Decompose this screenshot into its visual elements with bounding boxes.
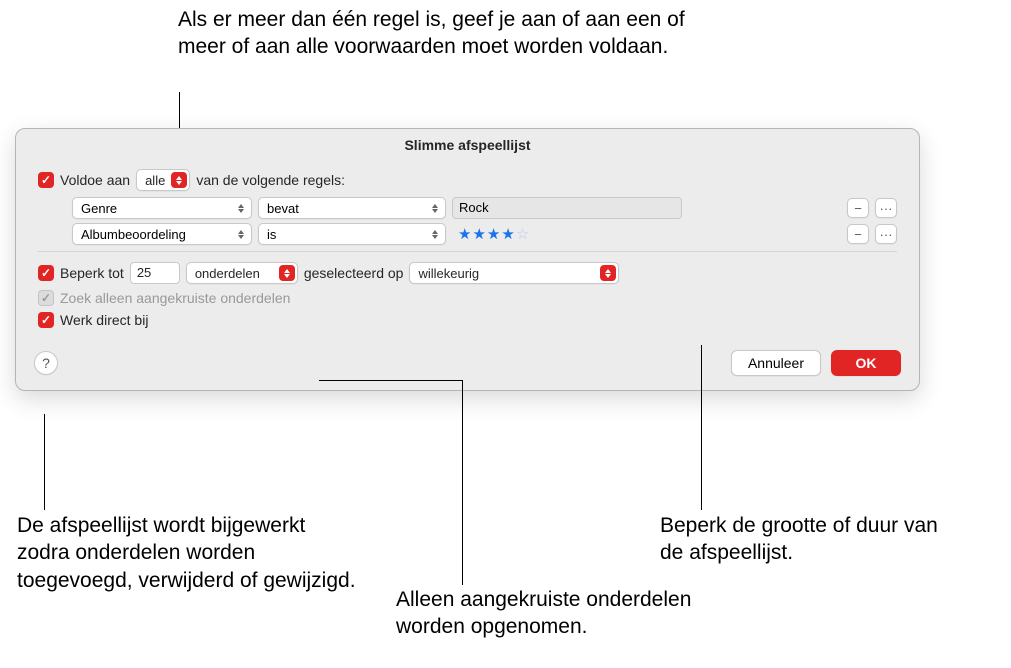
limit-label: Beperk tot xyxy=(60,265,124,281)
updown-icon xyxy=(600,265,616,281)
rule-row: Genre bevat Rock − ··· xyxy=(72,197,897,219)
callout-line-only-checked xyxy=(319,380,463,381)
dialog-footer: ? Annuleer OK xyxy=(16,344,919,390)
rule-operator-value: is xyxy=(267,227,276,242)
star-icon: ★ xyxy=(458,225,471,243)
rule-value-input[interactable]: Rock xyxy=(452,197,682,219)
updown-icon xyxy=(279,265,295,281)
match-checkbox[interactable] xyxy=(38,172,54,188)
dialog-title: Slimme afspeellijst xyxy=(16,129,919,165)
rule-field-popup[interactable]: Genre xyxy=(72,197,252,219)
only-checked-row: Zoek alleen aangekruiste onderdelen xyxy=(38,290,897,306)
annotation-only-checked: Alleen aangekruiste onderdelen worden op… xyxy=(396,586,756,641)
ok-button[interactable]: OK xyxy=(831,350,901,376)
limit-unit-value: onderdelen xyxy=(195,266,260,281)
updown-icon xyxy=(171,172,187,188)
live-update-checkbox[interactable] xyxy=(38,312,54,328)
rule-field-popup[interactable]: Albumbeoordeling xyxy=(72,223,252,245)
callout-line-limit xyxy=(701,345,702,510)
rule-operator-popup[interactable]: is xyxy=(258,223,446,245)
limit-middle-label: geselecteerd op xyxy=(304,265,404,281)
only-checked-label: Zoek alleen aangekruiste onderdelen xyxy=(60,290,290,306)
star-icon: ☆ xyxy=(516,225,529,243)
separator xyxy=(38,251,897,252)
limit-selection-popup[interactable]: willekeurig xyxy=(409,262,619,284)
match-mode-value: alle xyxy=(145,173,165,188)
star-icon: ★ xyxy=(501,225,514,243)
match-label-after: van de volgende regels: xyxy=(196,172,345,188)
limit-unit-popup[interactable]: onderdelen xyxy=(186,262,298,284)
rule-value-stars[interactable]: ★ ★ ★ ★ ☆ xyxy=(452,225,682,243)
callout-line-only-checked xyxy=(462,380,463,585)
match-mode-popup[interactable]: alle xyxy=(136,169,190,191)
help-button[interactable]: ? xyxy=(34,351,58,375)
match-label-before: Voldoe aan xyxy=(60,172,130,188)
rule-operator-value: bevat xyxy=(267,201,299,216)
star-icon: ★ xyxy=(487,225,500,243)
updown-icon xyxy=(233,200,249,216)
live-update-label: Werk direct bij xyxy=(60,312,148,328)
smart-playlist-dialog: Slimme afspeellijst Voldoe aan alle van … xyxy=(15,128,920,391)
rule-more-button[interactable]: ··· xyxy=(875,224,897,244)
rule-remove-button[interactable]: − xyxy=(847,224,869,244)
annotation-live-update: De afspeellijst wordt bijgewerkt zodra o… xyxy=(17,512,357,594)
rule-field-value: Genre xyxy=(81,201,117,216)
dialog-body: Voldoe aan alle van de volgende regels: … xyxy=(16,165,919,344)
cancel-button[interactable]: Annuleer xyxy=(731,350,821,376)
updown-icon xyxy=(427,200,443,216)
updown-icon xyxy=(233,226,249,242)
annotation-limit: Beperk de grootte of duur van de afspeel… xyxy=(660,512,960,567)
star-icon: ★ xyxy=(472,225,485,243)
rule-remove-button[interactable]: − xyxy=(847,198,869,218)
limit-value-input[interactable]: 25 xyxy=(130,262,180,284)
rule-row: Albumbeoordeling is ★ ★ ★ ★ ☆ − ··· xyxy=(72,223,897,245)
limit-checkbox[interactable] xyxy=(38,265,54,281)
rule-operator-popup[interactable]: bevat xyxy=(258,197,446,219)
limit-row: Beperk tot 25 onderdelen geselecteerd op… xyxy=(38,262,897,284)
live-update-row: Werk direct bij xyxy=(38,312,897,328)
updown-icon xyxy=(427,226,443,242)
rule-more-button[interactable]: ··· xyxy=(875,198,897,218)
callout-line-live-update xyxy=(44,414,45,510)
rule-field-value: Albumbeoordeling xyxy=(81,227,186,242)
limit-selection-value: willekeurig xyxy=(418,266,479,281)
match-row: Voldoe aan alle van de volgende regels: xyxy=(38,169,897,191)
annotation-top: Als er meer dan één regel is, geef je aa… xyxy=(178,6,698,61)
only-checked-checkbox xyxy=(38,290,54,306)
